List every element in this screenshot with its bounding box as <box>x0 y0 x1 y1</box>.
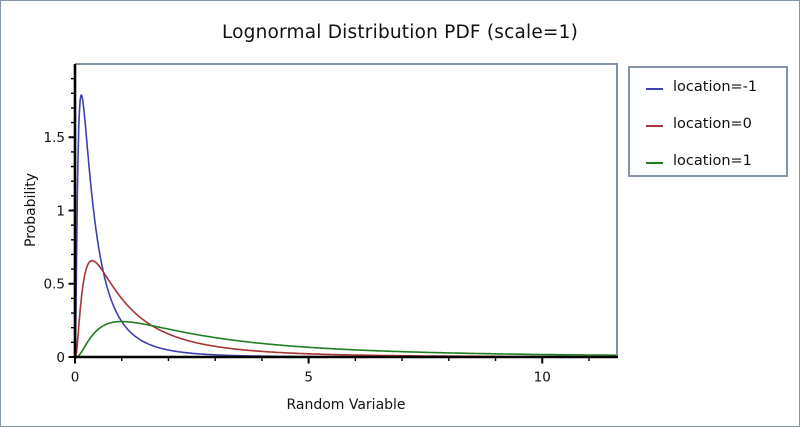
x-tick-label: 10 <box>534 370 551 386</box>
legend-label: location=-1 <box>673 78 758 95</box>
legend-label: location=1 <box>673 152 752 169</box>
y-tick-label: 1.5 <box>44 130 65 146</box>
legend-swatch-location-1 <box>646 162 663 164</box>
curve-location-1 <box>75 320 617 358</box>
legend-entry: location=0 <box>630 113 786 135</box>
curve-location-0 <box>75 259 617 358</box>
x-tick-label: 5 <box>304 370 313 386</box>
plot-frame <box>75 63 618 357</box>
legend-swatch-location-neg1 <box>646 88 663 90</box>
legend-entry: location=1 <box>630 150 786 172</box>
y-tick-label: 1 <box>56 203 65 219</box>
curve-location--1 <box>75 94 617 358</box>
y-tick-label: 0.5 <box>44 277 65 293</box>
y-tick-label: 0 <box>56 350 65 366</box>
legend-label: location=0 <box>673 115 752 132</box>
chart-title: Lognormal Distribution PDF (scale=1) <box>221 22 579 43</box>
x-axis-label: Random Variable <box>286 397 406 413</box>
legend: location=-1 location=0 location=1 <box>628 66 788 177</box>
legend-swatch-location-0 <box>646 125 663 127</box>
legend-entry: location=-1 <box>630 76 786 98</box>
x-tick-label: 0 <box>71 370 80 386</box>
